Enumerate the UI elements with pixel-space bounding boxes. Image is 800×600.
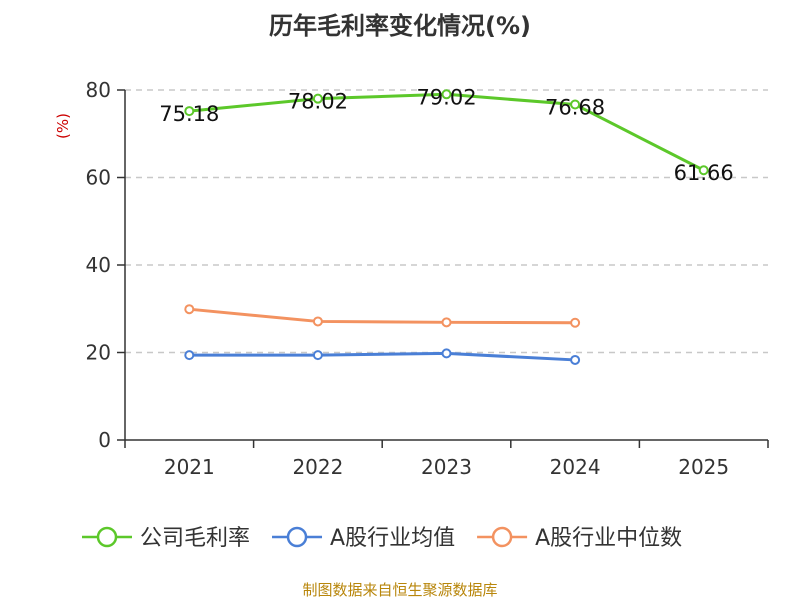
data-point xyxy=(312,350,323,361)
source-note: 制图数据来自恒生聚源数据库 xyxy=(302,581,498,599)
x-tick-label: 2022 xyxy=(292,455,343,479)
legend-marker xyxy=(96,526,118,548)
data-point xyxy=(184,304,195,315)
series-line-1 xyxy=(189,351,576,362)
tick-labels: 0 20 40 60 80 2021 2022 2023 2024 2025 (%) xyxy=(54,78,729,479)
y-tick-label: 40 xyxy=(86,253,111,277)
data-point xyxy=(441,317,452,328)
data-point xyxy=(312,93,323,104)
legend-label: A股行业均值 xyxy=(330,526,455,551)
legend-item: A股行业均值 xyxy=(272,526,455,551)
y-tick-label: 60 xyxy=(86,166,111,190)
data-point xyxy=(441,348,452,359)
series-points xyxy=(184,89,709,365)
data-point xyxy=(441,89,452,100)
x-tick-label: 2023 xyxy=(421,455,472,479)
y-tick-label: 80 xyxy=(86,78,111,102)
data-labels: 75.18 78.02 79.02 76.68 61.66 xyxy=(159,85,734,185)
legend-marker xyxy=(491,526,513,548)
data-point xyxy=(570,317,581,328)
axes xyxy=(117,89,769,448)
series-line-2 xyxy=(189,307,576,325)
chart-title: 历年毛利率变化情况(%) xyxy=(269,12,531,40)
data-point xyxy=(184,350,195,361)
x-tick-label: 2024 xyxy=(550,455,601,479)
data-point xyxy=(698,165,709,176)
legend-marker xyxy=(286,526,308,548)
y-tick-label: 0 xyxy=(98,428,111,452)
y-axis-unit: (%) xyxy=(54,113,72,139)
data-label: 78.02 xyxy=(288,90,348,114)
x-tick-label: 2025 xyxy=(678,455,729,479)
data-point xyxy=(570,354,581,365)
data-label: 79.02 xyxy=(416,85,476,109)
data-label: 75.18 xyxy=(159,102,219,126)
data-point xyxy=(184,106,195,117)
legend: 公司毛利率 A股行业均值 A股行业中位数 xyxy=(82,526,682,551)
data-label: 76.68 xyxy=(545,96,605,120)
data-label: 61.66 xyxy=(674,161,734,185)
data-point xyxy=(312,316,323,327)
legend-item: A股行业中位数 xyxy=(477,526,682,551)
data-point xyxy=(570,99,581,110)
legend-label: 公司毛利率 xyxy=(140,526,250,551)
y-tick-label: 20 xyxy=(86,341,111,365)
legend-label: A股行业中位数 xyxy=(535,526,682,551)
x-tick-label: 2021 xyxy=(164,455,215,479)
legend-item: 公司毛利率 xyxy=(82,526,250,551)
